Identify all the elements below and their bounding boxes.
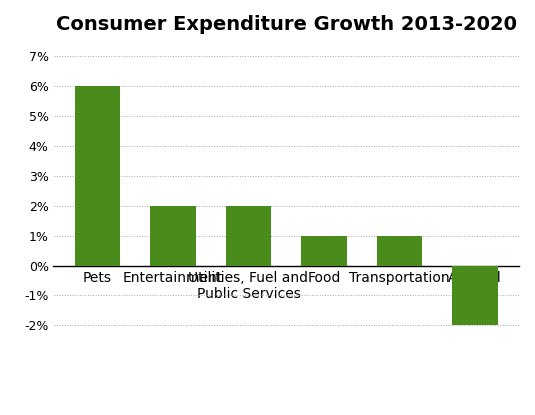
Bar [75, 86, 120, 266]
Bar [301, 236, 347, 266]
Bar [150, 206, 196, 266]
Bar [453, 266, 498, 325]
Bar [377, 236, 422, 266]
Bar [226, 206, 271, 266]
Title: Consumer Expenditure Growth 2013-2020: Consumer Expenditure Growth 2013-2020 [56, 15, 517, 34]
